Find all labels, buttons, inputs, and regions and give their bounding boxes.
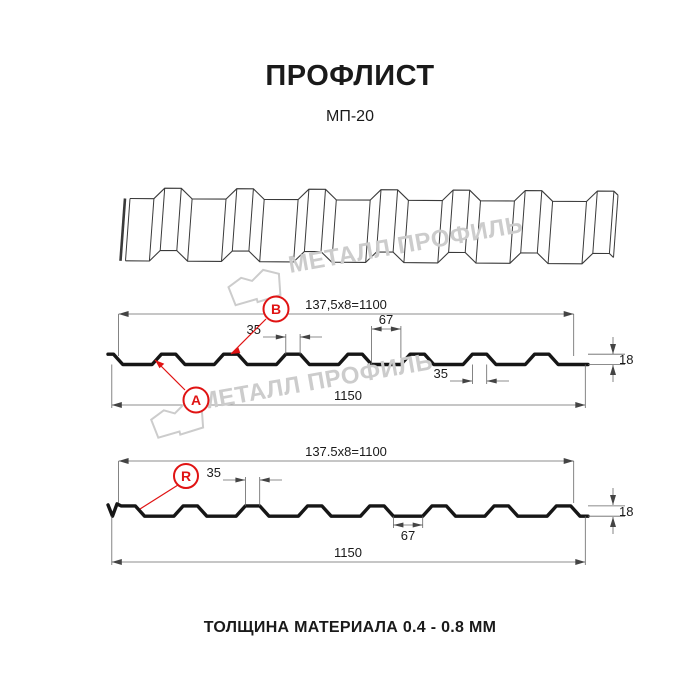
- svg-text:18: 18: [619, 504, 633, 519]
- svg-text:35: 35: [207, 465, 221, 480]
- svg-text:67: 67: [401, 528, 415, 543]
- svg-text:R: R: [181, 468, 191, 484]
- svg-text:1150: 1150: [334, 545, 362, 560]
- svg-text:137.5х8=1100: 137.5х8=1100: [305, 444, 387, 459]
